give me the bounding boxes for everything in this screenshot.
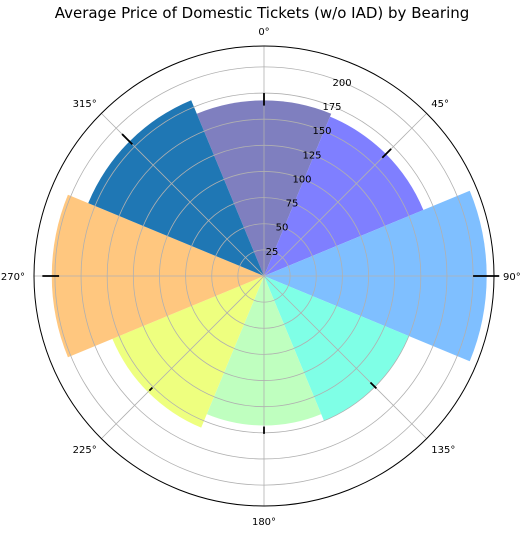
error-bar-45: [381, 148, 392, 159]
radial-tick-label: 150: [312, 126, 331, 137]
error-bar-135: [369, 381, 378, 390]
radial-tick-label: 75: [286, 199, 299, 210]
chart-title: Average Price of Domestic Tickets (w/o I…: [54, 4, 470, 22]
angle-tick-label: 315°: [73, 99, 97, 110]
angle-tick-label: 225°: [73, 445, 97, 456]
angle-tick-label: 180°: [252, 517, 276, 528]
polar-frame: [33, 45, 495, 507]
radial-tick-label: 50: [276, 223, 289, 234]
angle-tick-label: 135°: [431, 445, 455, 456]
error-bar-225: [148, 386, 154, 392]
radial-tick-label: 175: [322, 102, 341, 113]
error-bar-315: [121, 133, 134, 146]
radial-tick-label: 200: [332, 78, 351, 89]
labels-layer: 25 50 75 100 125 150 175 200 0° 45° 90° 135° 180° 225…: [1, 27, 521, 528]
angle-tick-label: 0°: [258, 27, 269, 38]
angle-tick-label: 90°: [503, 272, 521, 283]
grid-spoke-135: [263, 275, 427, 439]
error-bars-layer: [42, 93, 500, 434]
bars-layer: [51, 100, 487, 428]
grid-spoke-225: [101, 275, 265, 439]
radial-tick-label: 25: [266, 247, 279, 258]
angle-tick-label: 45°: [431, 99, 449, 110]
angle-tick-label: 270°: [1, 272, 25, 283]
grid-layer: [34, 46, 494, 506]
radial-tick-label: 125: [302, 150, 321, 161]
radial-tick-label: 100: [292, 174, 311, 185]
grid-spoke-45: [263, 113, 427, 277]
